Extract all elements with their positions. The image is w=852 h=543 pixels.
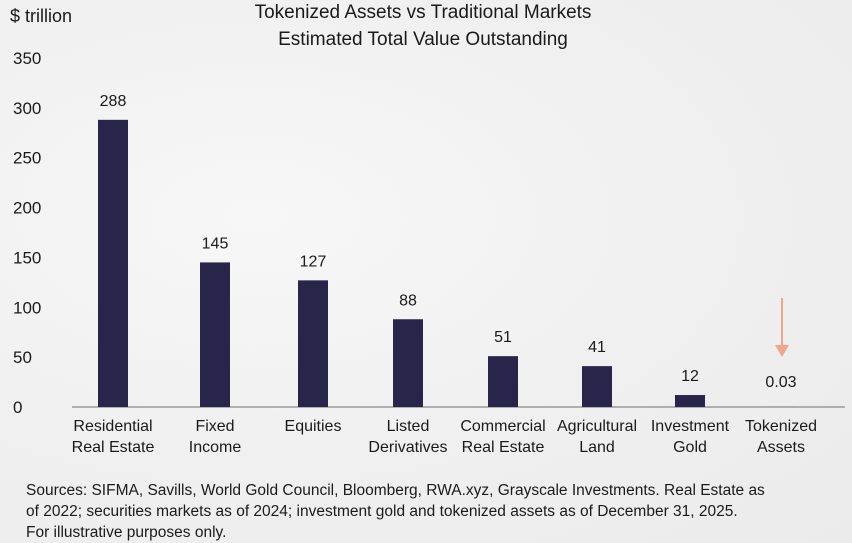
category-label: Income [189,439,242,456]
y-tick-label: 300 [13,99,41,118]
category-labels: Residential Real Estate Fixed Income Equitie… [72,418,817,456]
bar [582,366,612,407]
category-label: Equities [285,418,342,435]
data-label: 127 [300,253,327,270]
category-label: Investment [651,418,730,435]
category-label: Agricultural [557,418,637,435]
category-label: Real Estate [72,439,155,456]
bars [98,119,796,407]
y-tick-label: 250 [13,149,41,168]
category-label: Tokenized [745,418,817,435]
data-labels: 288 145 127 88 51 41 12 0.03 [100,93,797,391]
bar-chart: Tokenized Assets vs Traditional Markets … [10,2,845,456]
chart-subtitle: Estimated Total Value Outstanding [278,29,568,50]
data-label: 41 [588,339,606,356]
data-label: 12 [681,368,699,385]
y-tick-label: 100 [13,298,41,317]
source-footnote: Sources: SIFMA, Savills, World Gold Coun… [26,480,836,543]
y-axis-label: $ trillion [10,6,72,26]
category-label: Real Estate [462,439,545,456]
footnote-line-2: of 2022; securities markets as of 2024; … [26,503,738,520]
footnote-line-3: For illustrative purposes only. [26,524,227,541]
bar [200,262,230,407]
category-label: Commercial [460,418,545,435]
arrow-head [775,345,789,357]
category-label: Land [579,439,615,456]
bar [675,395,705,407]
bar [98,119,128,407]
data-label: 145 [202,235,229,252]
data-label: 51 [494,329,512,346]
y-axis-ticks: 0 50 100 150 200 250 300 350 [13,49,41,417]
data-label: 288 [100,93,127,110]
bar [488,356,518,407]
chart-title: Tokenized Assets vs Traditional Markets [255,2,592,23]
y-tick-label: 150 [13,248,41,267]
y-tick-label: 50 [13,348,32,367]
data-label: 0.03 [765,374,796,391]
bar [393,319,423,407]
bar [298,280,328,407]
category-label: Derivatives [368,439,447,456]
category-label: Residential [73,418,152,435]
y-tick-label: 200 [13,199,41,218]
y-tick-label: 0 [13,398,22,417]
category-label: Assets [757,439,805,456]
data-label: 88 [399,292,417,309]
category-label: Fixed [195,418,234,435]
category-label: Listed [387,418,430,435]
down-arrow-annotation [775,298,789,357]
y-tick-label: 350 [13,49,41,68]
footnote-line-1: Sources: SIFMA, Savills, World Gold Coun… [26,482,765,499]
category-label: Gold [673,439,707,456]
